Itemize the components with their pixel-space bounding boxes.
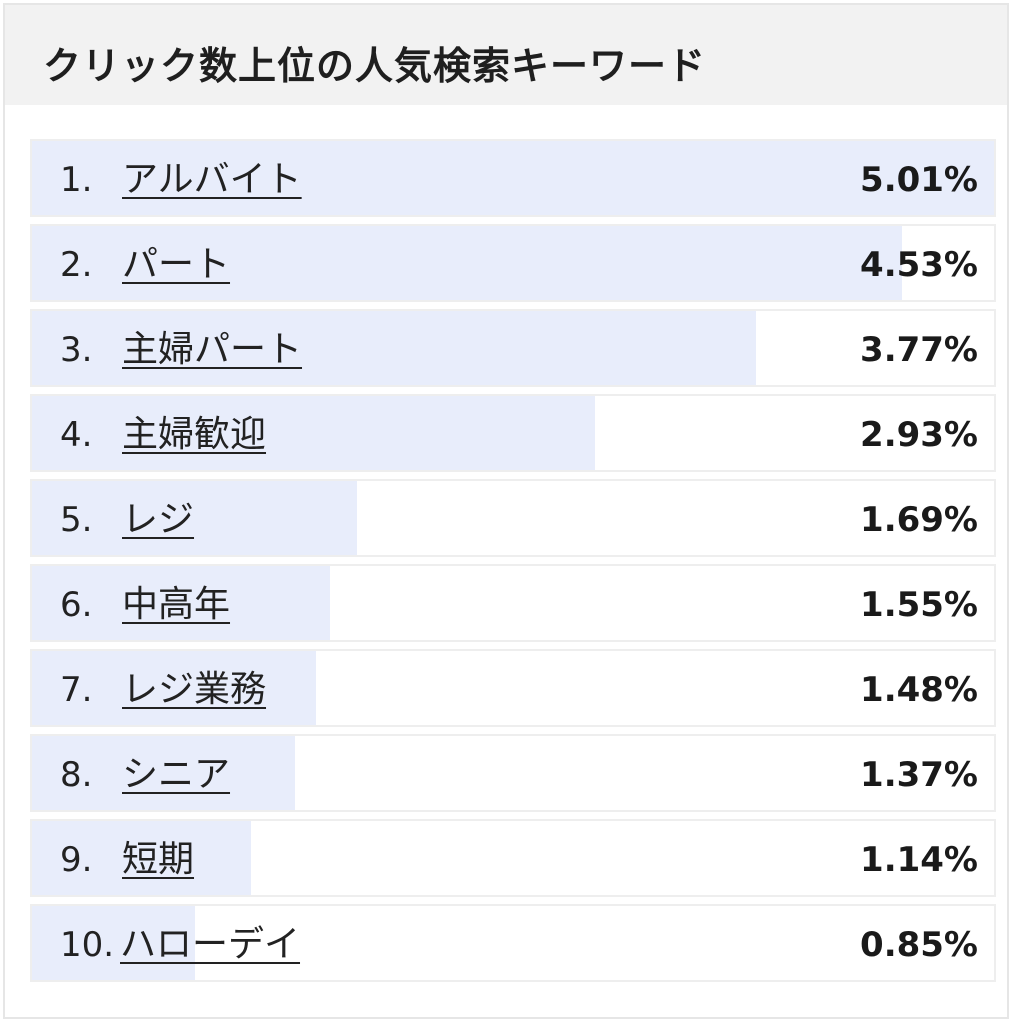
share-bar [32, 821, 251, 895]
keyword-link[interactable]: 短期 [122, 839, 195, 880]
rank-number: 2. [60, 245, 93, 285]
keyword-link[interactable]: レジ [122, 499, 195, 540]
share-bar [32, 311, 756, 385]
rank-number: 8. [60, 755, 93, 795]
rank-number: 1. [60, 160, 93, 200]
share-bar [32, 396, 595, 470]
ranking-row-3: 3. 主婦パート 3.77% [30, 309, 996, 387]
share-bar [32, 906, 196, 980]
keyword-ranking-list: 1. アルバイト 5.01% 2. パート 4.53% 3. 主婦パート 3.7… [30, 139, 1000, 989]
keyword-link[interactable]: 主婦パート [122, 329, 303, 370]
share-percentage: 1.69% [860, 500, 978, 540]
ranking-row-10: 10. ハローデイ 0.85% [30, 904, 996, 982]
ranking-row-8: 8. シニア 1.37% [30, 734, 996, 812]
share-percentage: 1.48% [860, 670, 978, 710]
ranking-row-2: 2. パート 4.53% [30, 224, 996, 302]
ranking-row-6: 6. 中高年 1.55% [30, 564, 996, 642]
ranking-row-7: 7. レジ業務 1.48% [30, 649, 996, 727]
share-percentage: 1.37% [860, 755, 978, 795]
panel-title: クリック数上位の人気検索キーワード [43, 44, 707, 88]
ranking-row-1: 1. アルバイト 5.01% [30, 139, 996, 217]
share-percentage: 5.01% [860, 160, 978, 200]
rank-number: 7. [60, 670, 93, 710]
rank-number: 6. [60, 585, 93, 625]
rank-number: 3. [60, 330, 93, 370]
rank-number: 9. [60, 840, 93, 880]
share-bar [32, 566, 330, 640]
share-percentage: 3.77% [860, 330, 978, 370]
share-percentage: 1.14% [860, 840, 978, 880]
keyword-link[interactable]: 中高年 [122, 584, 231, 625]
keyword-link[interactable]: レジ業務 [122, 669, 267, 710]
ranking-row-9: 9. 短期 1.14% [30, 819, 996, 897]
share-bar [32, 481, 357, 555]
share-bar [32, 226, 902, 300]
rank-number: 10. [60, 925, 115, 965]
popular-keywords-panel: クリック数上位の人気検索キーワード 1. アルバイト 5.01% 2. パート … [3, 3, 1009, 1019]
share-bar [32, 651, 317, 725]
ranking-row-5: 5. レジ 1.69% [30, 479, 996, 557]
rank-number: 5. [60, 500, 93, 540]
ranking-row-4: 4. 主婦歓迎 2.93% [30, 394, 996, 472]
keyword-link[interactable]: アルバイト [122, 159, 302, 200]
keyword-link[interactable]: ハローデイ [120, 924, 301, 965]
rank-number: 4. [60, 415, 93, 455]
share-bar [32, 141, 994, 215]
share-bar [32, 736, 296, 810]
keyword-link[interactable]: シニア [122, 754, 231, 795]
keyword-link[interactable]: 主婦歓迎 [122, 414, 267, 455]
share-percentage: 4.53% [860, 245, 978, 285]
share-percentage: 1.55% [860, 585, 978, 625]
share-percentage: 2.93% [860, 415, 978, 455]
keyword-link[interactable]: パート [122, 244, 231, 285]
panel-header: クリック数上位の人気検索キーワード [5, 5, 1007, 105]
share-percentage: 0.85% [860, 925, 978, 965]
